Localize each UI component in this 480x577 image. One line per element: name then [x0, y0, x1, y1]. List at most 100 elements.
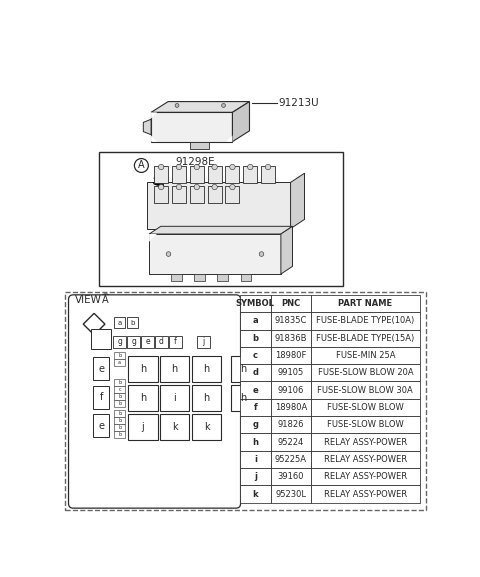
Bar: [240, 381, 271, 399]
Text: A: A: [102, 295, 109, 305]
Text: 95225A: 95225A: [275, 455, 307, 464]
Bar: [240, 329, 271, 347]
Text: i: i: [254, 455, 257, 464]
Bar: [114, 386, 125, 393]
Bar: [114, 379, 125, 386]
Bar: [311, 312, 420, 329]
Text: h: h: [240, 393, 247, 403]
Bar: [114, 410, 125, 417]
Bar: [230, 385, 257, 411]
Bar: [271, 329, 311, 347]
Bar: [208, 186, 222, 203]
Text: FUSE-SLOW BLOW: FUSE-SLOW BLOW: [327, 403, 404, 412]
Text: g: g: [252, 420, 258, 429]
Polygon shape: [232, 102, 250, 141]
Text: b: b: [118, 394, 121, 399]
FancyBboxPatch shape: [69, 295, 240, 508]
Bar: [311, 485, 420, 503]
Text: RELAY ASSY-POWER: RELAY ASSY-POWER: [324, 437, 407, 447]
Circle shape: [158, 185, 164, 190]
Text: j: j: [202, 338, 204, 346]
Bar: [240, 347, 271, 364]
Bar: [192, 414, 221, 440]
Polygon shape: [149, 226, 292, 234]
Bar: [226, 166, 240, 183]
Bar: [271, 451, 311, 468]
Circle shape: [265, 164, 271, 170]
Text: g: g: [131, 338, 136, 346]
Text: h: h: [252, 437, 258, 447]
Text: f: f: [174, 338, 177, 346]
Text: d: d: [252, 368, 258, 377]
Circle shape: [176, 164, 181, 170]
Bar: [311, 468, 420, 485]
Bar: [114, 417, 125, 424]
Bar: [240, 312, 271, 329]
Text: FUSE-MIN 25A: FUSE-MIN 25A: [336, 351, 395, 360]
Bar: [240, 364, 271, 381]
Text: 95224: 95224: [278, 437, 304, 447]
Bar: [240, 468, 271, 485]
Bar: [190, 186, 204, 203]
Bar: [160, 355, 190, 382]
Bar: [271, 381, 311, 399]
Bar: [128, 414, 157, 440]
Bar: [65, 292, 426, 509]
Bar: [271, 416, 311, 433]
Circle shape: [99, 294, 112, 306]
Circle shape: [259, 252, 264, 256]
Text: PNC: PNC: [281, 299, 300, 308]
Text: k: k: [172, 422, 178, 432]
Circle shape: [248, 164, 253, 170]
Bar: [311, 347, 420, 364]
Bar: [311, 381, 420, 399]
Polygon shape: [149, 234, 281, 274]
Text: h: h: [204, 393, 210, 403]
Bar: [172, 186, 186, 203]
Text: a: a: [118, 360, 121, 365]
Text: h: h: [140, 364, 146, 374]
Bar: [172, 166, 186, 183]
Text: b: b: [118, 380, 121, 385]
Circle shape: [194, 164, 200, 170]
Polygon shape: [151, 113, 232, 141]
Bar: [114, 400, 125, 407]
Text: 95230L: 95230L: [276, 490, 306, 499]
Polygon shape: [151, 136, 157, 141]
Bar: [114, 352, 125, 359]
Circle shape: [134, 159, 148, 173]
Bar: [127, 336, 140, 348]
Bar: [311, 295, 420, 312]
Circle shape: [166, 252, 171, 256]
Text: k: k: [204, 422, 209, 432]
Text: 18980A: 18980A: [275, 403, 307, 412]
Circle shape: [175, 103, 179, 107]
Bar: [271, 399, 311, 416]
Text: 91836B: 91836B: [275, 334, 307, 343]
Text: f: f: [99, 392, 103, 402]
Text: 99106: 99106: [278, 385, 304, 395]
Circle shape: [194, 185, 200, 190]
Bar: [113, 336, 126, 348]
Text: A: A: [138, 160, 144, 170]
Polygon shape: [290, 173, 304, 228]
Text: 91826: 91826: [278, 420, 304, 429]
Circle shape: [230, 185, 235, 190]
Bar: [91, 329, 111, 349]
Bar: [128, 355, 157, 382]
Polygon shape: [149, 234, 157, 242]
Circle shape: [176, 185, 181, 190]
Text: 99105: 99105: [278, 368, 304, 377]
Circle shape: [212, 164, 217, 170]
Polygon shape: [144, 119, 151, 134]
Text: RELAY ASSY-POWER: RELAY ASSY-POWER: [324, 455, 407, 464]
Text: RELAY ASSY-POWER: RELAY ASSY-POWER: [324, 472, 407, 481]
Text: h: h: [171, 364, 178, 374]
Text: e: e: [145, 338, 150, 346]
Text: b: b: [118, 353, 121, 358]
Text: k: k: [252, 490, 258, 499]
Bar: [160, 385, 190, 411]
Text: e: e: [252, 385, 258, 395]
Bar: [190, 166, 204, 183]
Text: PART NAME: PART NAME: [338, 299, 393, 308]
